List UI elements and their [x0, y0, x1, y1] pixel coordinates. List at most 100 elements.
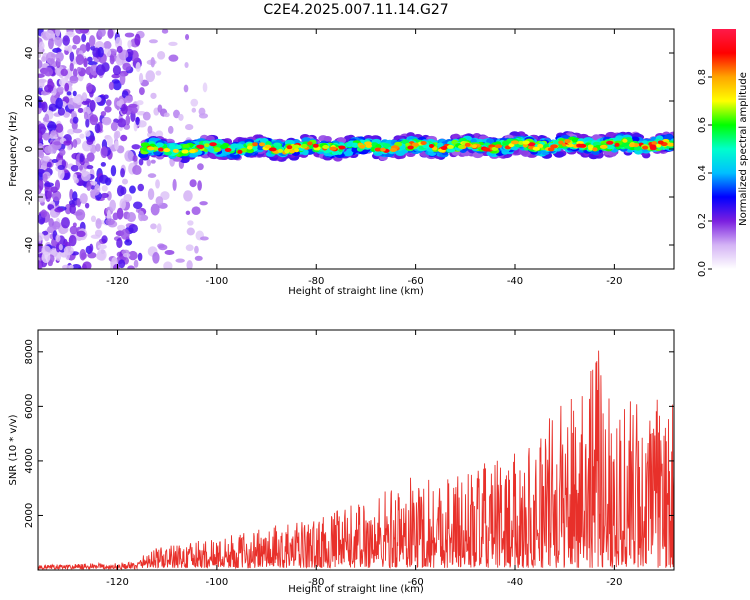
spectrogram-cell [45, 29, 55, 39]
spectrogram-cell [116, 145, 125, 154]
spectrogram-cell [209, 142, 217, 147]
snr-x-tick-label: -20 [606, 577, 622, 588]
spectrogram-cell [111, 79, 120, 84]
spectrogram-cell [55, 29, 61, 37]
spectrogram-cell [51, 190, 62, 202]
spectrogram-cell [146, 159, 152, 167]
snr-x-tick-label: -100 [206, 577, 229, 588]
snr-frame [37, 329, 675, 571]
spectrogram-cell [364, 141, 372, 146]
spectrogram-cell [120, 134, 128, 142]
colorbar-tick-label: 0.8 [697, 69, 708, 85]
spectrogram-cell [196, 144, 204, 149]
spectrogram-cell [161, 29, 169, 34]
spectrogram-cell [103, 94, 109, 100]
spectrogram-cell [655, 143, 662, 148]
spectrogram-cell [38, 151, 45, 159]
spectrogram-cell [666, 142, 674, 147]
spectrogram-cell [41, 230, 49, 236]
spectrogram-cell [94, 229, 103, 237]
spectrogram-cell [131, 144, 141, 150]
spectrogram-cell [81, 92, 88, 102]
spectrogram-cell [108, 81, 115, 91]
spectrogram-cell [38, 59, 43, 69]
spectrogram-cell [150, 57, 155, 68]
spectrogram-cell [96, 249, 107, 261]
spectrogram-cell [191, 206, 201, 216]
spectrogram-cell [508, 143, 515, 148]
spectrogram-cell [114, 37, 123, 49]
spectrogram-cell [47, 37, 54, 50]
spectrogram-y-tick-label: 0 [24, 146, 35, 152]
spectrogram-cell [578, 143, 587, 148]
spectrogram-cell [69, 62, 74, 72]
spectrogram-cell [81, 171, 91, 182]
spectrogram-cell [185, 210, 191, 216]
spectrogram-cell [185, 123, 194, 131]
spectrogram-cell [61, 217, 70, 229]
spectrogram-cell [62, 264, 70, 269]
spectrogram-cell [252, 142, 258, 147]
spectrogram-cell [95, 64, 106, 76]
spectrogram-cell [85, 42, 91, 52]
spectrogram-cell [464, 142, 471, 147]
spectrogram-cell [292, 144, 301, 149]
spectrogram-cell [592, 147, 598, 152]
snr-x-tick-label: -40 [507, 577, 523, 588]
spectrogram-cell [38, 157, 41, 170]
spectrogram-cell [172, 148, 179, 153]
spectrogram-cell [76, 230, 86, 238]
spectrogram-cell [68, 234, 77, 247]
spectrogram-cell [258, 142, 266, 147]
spectrogram-cell [86, 82, 93, 93]
spectrogram-cell [199, 236, 209, 241]
snr-series-line [38, 350, 674, 570]
spectrogram-cell [185, 244, 194, 252]
spectrogram-cell [38, 78, 45, 89]
spectrogram-cell [43, 84, 54, 93]
spectrogram-cell [84, 130, 91, 137]
spectrogram-cell [172, 178, 177, 191]
spectrogram-cell [230, 143, 238, 149]
spectrogram-cell [119, 73, 126, 86]
spectrogram-cell [457, 144, 465, 149]
spectrogram-cell [129, 185, 136, 194]
spectrogram-cell [284, 149, 290, 154]
spectrogram-cell [121, 178, 129, 185]
spectrogram-cell [120, 228, 130, 240]
spectrogram-cell [152, 252, 160, 264]
spectrogram-cell [124, 239, 133, 246]
spectrogram-cell [128, 103, 138, 108]
spectrogram-cell [42, 173, 48, 183]
spectrogram-cell [105, 99, 112, 107]
spectrogram-cell [38, 232, 45, 241]
spectrogram-cell [224, 147, 232, 152]
spectrogram-cell [194, 245, 199, 254]
spectrogram-cell [147, 188, 155, 200]
spectrogram-cell [157, 51, 166, 60]
spectrogram-cell [107, 29, 114, 39]
spectrogram-cell [411, 142, 419, 147]
spectrogram-cell [191, 107, 197, 113]
spectrogram-cell [40, 209, 48, 218]
spectrogram-cell [185, 33, 190, 41]
snr-x-tick-label: -80 [308, 577, 324, 588]
spectrogram-cell [147, 173, 157, 178]
spectrogram-cell [125, 114, 131, 126]
spectrogram-cell [38, 179, 43, 186]
colorbar-label: Normalized spectral amplitude [738, 72, 749, 226]
spectrogram-cell [175, 144, 182, 150]
spectrogram-cell [157, 104, 163, 113]
spectrogram-cell [83, 57, 88, 68]
spectrogram-cell [44, 182, 54, 188]
spectrogram-cell [286, 145, 293, 150]
spectrogram-cell [558, 140, 564, 145]
spectrogram-cell [374, 147, 382, 152]
spectrogram-cell [184, 61, 189, 69]
spectrogram-cell [120, 186, 127, 196]
spectrogram-cell [219, 144, 229, 150]
spectrogram-cell [94, 123, 101, 134]
snr-y-ticks: 2000 4000 6000 8000 [24, 339, 674, 528]
spectrogram-cell [125, 56, 132, 63]
spectrogram-cell [57, 107, 66, 116]
